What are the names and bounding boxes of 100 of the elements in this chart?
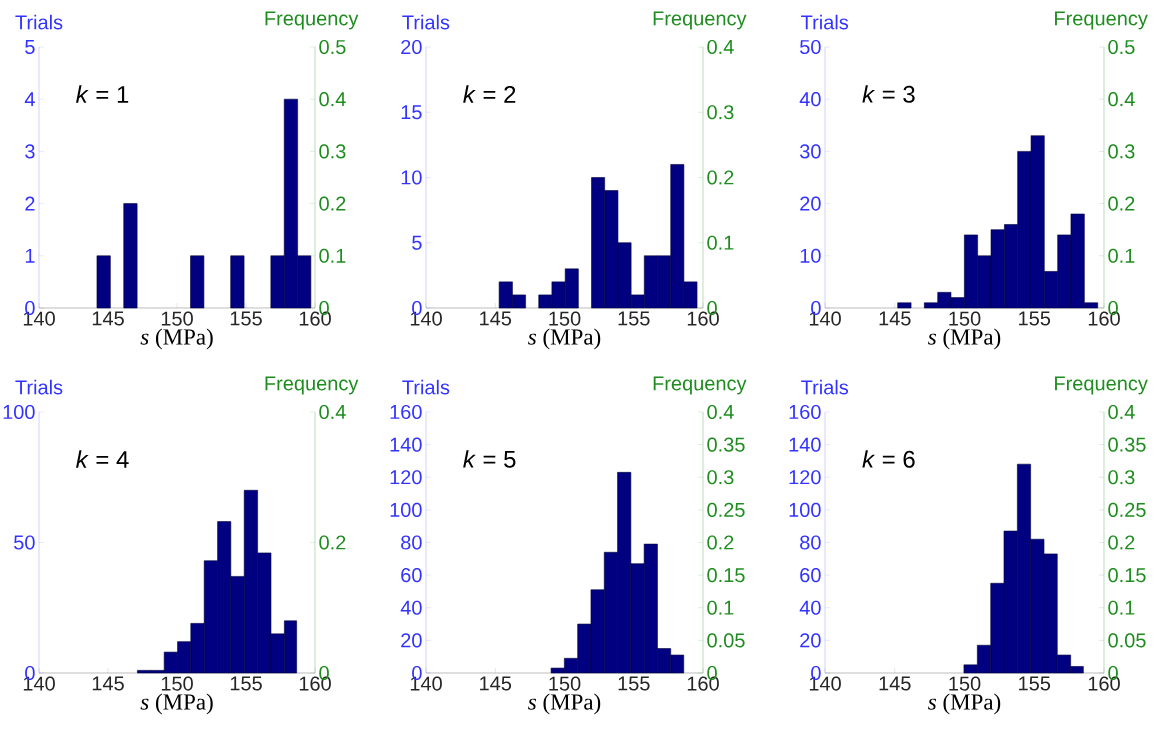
x-tick-label: 150 bbox=[549, 311, 581, 326]
y2-tick-label: 0.4 bbox=[1108, 404, 1135, 420]
y2-tick-label: 0.2 bbox=[319, 535, 346, 550]
y2-tick-label: 0.3 bbox=[707, 470, 734, 485]
y2-tick-label: 0.35 bbox=[707, 437, 745, 452]
y2-tick-label: 0.2 bbox=[1108, 535, 1135, 550]
x-tick-label: 155 bbox=[1019, 676, 1051, 691]
y2-tick-label: 0.15 bbox=[1108, 568, 1146, 583]
y2-tick-label: 0.4 bbox=[707, 404, 734, 420]
y2-tick-label: 0.4 bbox=[707, 39, 734, 55]
x-tick-label: 150 bbox=[161, 311, 193, 326]
y2-tick-label: 0.5 bbox=[319, 39, 346, 55]
y-tick-label: 50 bbox=[800, 39, 821, 55]
y-tick-label: 100 bbox=[789, 502, 821, 517]
y2-tick-label: 0.05 bbox=[1108, 633, 1146, 648]
x-tick-label: 150 bbox=[549, 676, 581, 691]
y-tick-label: 100 bbox=[390, 502, 422, 517]
y2-axis-title: Frequency bbox=[1055, 376, 1148, 395]
y-axis-title: Trials bbox=[801, 379, 849, 395]
x-tick-label: 150 bbox=[161, 676, 193, 691]
y-tick-label: 10 bbox=[401, 170, 422, 185]
y-tick-label: 100 bbox=[3, 404, 35, 420]
x-axis-title: s (MPa) bbox=[928, 693, 1001, 715]
x-axis-title: s (MPa) bbox=[528, 693, 601, 715]
y-tick-label: 40 bbox=[799, 600, 821, 615]
y2-axis-title: Frequency bbox=[1055, 11, 1148, 30]
y2-tick-label: 0.2 bbox=[707, 170, 734, 185]
y-tick-label: 160 bbox=[789, 404, 821, 420]
y-tick-label: 20 bbox=[800, 633, 821, 648]
y-tick-label: 4 bbox=[24, 92, 35, 107]
y2-tick-label: 0.05 bbox=[707, 633, 745, 648]
y-tick-label: 15 bbox=[401, 105, 422, 120]
x-tick-label: 145 bbox=[480, 311, 512, 326]
y2-tick-label: 0.3 bbox=[1108, 144, 1135, 159]
y2-tick-label: 0.3 bbox=[707, 105, 734, 120]
x-tick-label: 155 bbox=[230, 676, 262, 691]
y2-tick-label: 0.3 bbox=[319, 144, 346, 159]
y2-tick-label: 0.25 bbox=[1108, 502, 1146, 517]
y2-tick-label: 0.4 bbox=[1108, 92, 1135, 107]
y2-axis-title: Frequency bbox=[653, 11, 747, 30]
y2-axis-title: Frequency bbox=[265, 11, 359, 30]
y2-tick-label: 0.1 bbox=[1108, 248, 1135, 263]
y2-tick-label: 0.5 bbox=[1108, 39, 1135, 55]
x-tick-label: 145 bbox=[92, 311, 124, 326]
annotation: k = 3 bbox=[862, 85, 915, 103]
y2-tick-label: 0.4 bbox=[319, 92, 346, 107]
x-tick-label: 145 bbox=[879, 311, 911, 326]
y-tick-label: 1 bbox=[25, 248, 35, 263]
y2-tick-label: 0.35 bbox=[1108, 437, 1146, 452]
annotation: k = 6 bbox=[862, 450, 915, 468]
y2-tick-label: 0.1 bbox=[707, 235, 734, 250]
x-tick-label: 145 bbox=[879, 676, 911, 691]
y-tick-label: 3 bbox=[25, 144, 35, 159]
y-tick-label: 60 bbox=[401, 568, 422, 583]
x-tick-label: 150 bbox=[949, 676, 981, 691]
y2-tick-label: 0.3 bbox=[1108, 470, 1135, 485]
y-axis-title: Trials bbox=[402, 379, 450, 395]
x-axis-title: s (MPa) bbox=[528, 328, 601, 350]
x-tick-label: 155 bbox=[618, 311, 650, 326]
annotation: k = 1 bbox=[76, 85, 129, 103]
y-tick-label: 140 bbox=[390, 437, 422, 452]
y2-tick-label: 0.1 bbox=[1108, 600, 1135, 615]
x-tick-label: 155 bbox=[618, 676, 650, 691]
y-tick-label: 30 bbox=[799, 144, 821, 159]
y-tick-label: 160 bbox=[390, 404, 422, 420]
y-tick-label: 2 bbox=[25, 196, 35, 211]
y2-axis-title: Frequency bbox=[265, 376, 359, 395]
y-tick-label: 40 bbox=[400, 600, 422, 615]
y-tick-label: 20 bbox=[800, 196, 821, 211]
y-axis-title: Trials bbox=[402, 14, 450, 30]
x-tick-label: 145 bbox=[480, 676, 512, 691]
y2-tick-label: 0.2 bbox=[1108, 196, 1135, 211]
x-axis-title: s (MPa) bbox=[140, 693, 213, 715]
y-tick-label: 20 bbox=[401, 39, 422, 55]
y-axis-title: Trials bbox=[15, 379, 63, 395]
x-tick-label: 155 bbox=[1019, 311, 1051, 326]
x-tick-label: 150 bbox=[949, 311, 981, 326]
y2-tick-label: 0.1 bbox=[319, 248, 346, 263]
annotation: k = 2 bbox=[463, 85, 516, 103]
y2-tick-label: 0.15 bbox=[707, 568, 745, 583]
y2-axis-title: Frequency bbox=[653, 376, 747, 395]
y2-tick-label: 0.1 bbox=[707, 600, 734, 615]
y-tick-label: 60 bbox=[800, 568, 821, 583]
y2-tick-label: 0.2 bbox=[707, 535, 734, 550]
y-axis-title: Trials bbox=[801, 14, 849, 30]
y-tick-label: 80 bbox=[401, 535, 422, 550]
y2-tick-label: 0.25 bbox=[707, 502, 745, 517]
y2-tick-label: 0.2 bbox=[319, 196, 346, 211]
annotation: k = 5 bbox=[463, 450, 516, 468]
y-tick-label: 20 bbox=[401, 633, 422, 648]
y-tick-label: 5 bbox=[412, 235, 422, 250]
y-tick-label: 120 bbox=[789, 470, 821, 485]
y-axis-title: Trials bbox=[15, 14, 63, 30]
y-tick-label: 140 bbox=[789, 437, 821, 452]
y-tick-label: 50 bbox=[14, 535, 35, 550]
y-tick-label: 80 bbox=[800, 535, 821, 550]
x-axis-title: s (MPa) bbox=[140, 328, 213, 350]
x-tick-label: 145 bbox=[92, 676, 124, 691]
y-tick-label: 40 bbox=[799, 92, 821, 107]
y-tick-label: 10 bbox=[800, 248, 821, 263]
